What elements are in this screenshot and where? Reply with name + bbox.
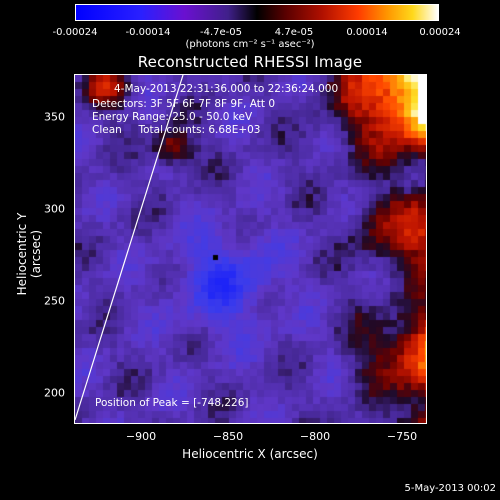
solar-limb-line: [75, 75, 184, 421]
time-range-text: 4-May-2013 22:31:36.000 to 22:36:24.000: [114, 83, 339, 95]
x-tick-label: −750: [386, 430, 418, 443]
y-axis-label: Heliocentric Y (arcsec): [15, 212, 43, 296]
energy-range-text: Energy Range: 25.0 - 50.0 keV: [92, 111, 253, 123]
rhessi-image: [74, 74, 427, 424]
x-tick-label: −850: [212, 430, 244, 443]
plot-title: Reconstructed RHESSI Image: [137, 53, 363, 71]
image-canvas: [75, 75, 426, 423]
colorbar-tick: -4.7e-05: [200, 27, 242, 38]
colorbar-tick: 0.00024: [419, 27, 461, 38]
y-tick-label: 300: [44, 202, 65, 216]
colorbar-tick: -0.00014: [125, 27, 171, 38]
limb-overlay: [75, 75, 184, 421]
detectors-text: Detectors: 3F 5F 6F 7F 8F 9F, Att 0: [92, 98, 276, 110]
colorbar-tick: -0.00024: [52, 27, 98, 38]
x-tick-label: −800: [299, 430, 331, 443]
x-axis-label: Heliocentric X (arcsec): [182, 447, 318, 461]
y-tick-label: 250: [44, 294, 65, 308]
y-tick-label: 200: [44, 386, 65, 400]
x-tick-label: −900: [125, 430, 157, 443]
timestamp-footer: 5-May-2013 00:02: [404, 483, 496, 494]
colorbar-units: (photons cm⁻² s⁻¹ asec⁻²): [185, 39, 315, 50]
peak-position-text: Position of Peak = [-748,226]: [95, 397, 249, 409]
y-tick-label: 350: [44, 110, 65, 124]
clean-counts-text: Clean Total counts: 6.68E+03: [92, 124, 261, 136]
colorbar-tick: 4.7e-05: [274, 27, 314, 38]
colorbar-tick: 0.00014: [346, 27, 388, 38]
colorbar: [75, 4, 439, 21]
